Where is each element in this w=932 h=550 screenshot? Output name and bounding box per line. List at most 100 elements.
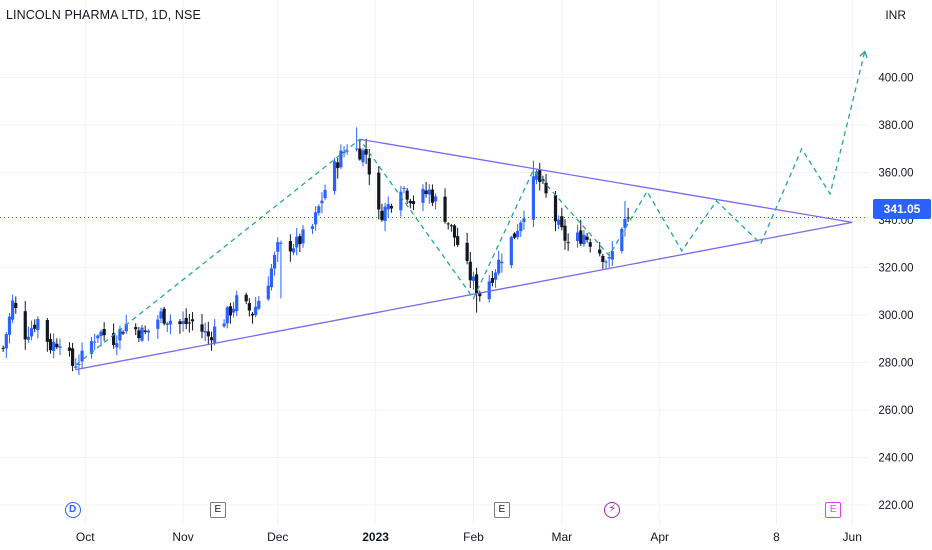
candle-body <box>295 236 299 248</box>
candle-body <box>421 188 425 203</box>
candle-body <box>89 341 94 355</box>
y-tick-label: 220.00 <box>878 500 913 512</box>
candle-body <box>165 323 169 326</box>
y-tick-label: 400.00 <box>878 73 913 85</box>
candle-body <box>222 323 226 327</box>
candle-body <box>231 308 236 313</box>
candle-body <box>487 281 491 300</box>
candle-body <box>187 322 191 324</box>
candle-body <box>355 148 359 150</box>
candle-body <box>579 230 583 244</box>
candle-body <box>288 241 292 252</box>
y-tick-label: 360.00 <box>878 168 913 180</box>
candle-body <box>497 259 501 274</box>
candle-body <box>317 206 321 214</box>
candle-body <box>102 328 106 336</box>
event-marker-earnings-1[interactable]: E <box>209 502 226 518</box>
event-marker-earnings-future[interactable]: E <box>825 502 842 518</box>
candle-body <box>23 311 27 340</box>
candle-body <box>490 277 494 283</box>
candle-body <box>408 200 412 204</box>
lightning-icon: ⚡ <box>608 503 617 515</box>
candle-body <box>1 347 5 349</box>
event-marker-split[interactable]: ⚡ <box>604 502 621 518</box>
candle-body <box>26 336 31 340</box>
candle-body <box>402 188 406 190</box>
candle-body <box>399 191 403 211</box>
event-marker-dividend[interactable]: D <box>64 502 81 518</box>
candle-body <box>74 366 78 368</box>
candle-body <box>80 350 84 362</box>
candle-body <box>137 330 141 339</box>
y-tick-label: 260.00 <box>878 405 913 417</box>
candle-body <box>332 161 337 192</box>
candle-body <box>203 330 207 333</box>
dividend-icon: D <box>68 504 77 515</box>
candle-body <box>516 230 520 238</box>
candle-body <box>254 306 258 316</box>
candle-body <box>156 319 160 329</box>
candle-body <box>519 222 523 232</box>
candle-body <box>67 347 72 351</box>
candle-body <box>604 261 608 263</box>
candle-body <box>77 363 81 365</box>
candle-body <box>582 234 586 245</box>
candle-body <box>427 189 431 195</box>
candle-body <box>468 261 472 281</box>
candle-body <box>598 249 602 254</box>
candle-body <box>531 176 536 220</box>
candle-body <box>534 171 539 180</box>
candle-body <box>522 218 526 223</box>
projection-path <box>75 51 866 366</box>
candle-body <box>478 292 482 297</box>
candle-body <box>14 302 18 308</box>
candle-body <box>213 326 217 343</box>
candle-body <box>364 149 368 155</box>
candle-body <box>493 272 498 280</box>
candle-body <box>124 323 128 332</box>
candle-body <box>7 316 12 335</box>
candle-body <box>96 335 100 339</box>
y-tick-label: 320.00 <box>878 263 913 275</box>
candle-body <box>257 300 261 309</box>
candle-body <box>576 232 580 241</box>
candle-body <box>361 150 365 163</box>
candle-body <box>607 257 611 259</box>
candle-body <box>465 242 469 261</box>
trendline-upper <box>359 138 853 224</box>
candle-body <box>443 196 447 222</box>
candle-body <box>36 318 40 331</box>
candle-body <box>345 150 349 152</box>
candle-body <box>380 210 384 221</box>
candle-body <box>11 300 15 320</box>
price-axis[interactable]: 220.00240.00260.00280.00300.00320.00340.… <box>878 73 913 513</box>
candle-body <box>336 162 340 169</box>
candle-body <box>588 242 592 247</box>
candle-body <box>585 236 589 240</box>
event-marker-earnings-2[interactable]: E <box>493 502 510 518</box>
candlestick-series <box>1 127 630 375</box>
candle-body <box>298 236 302 245</box>
currency-label: INR <box>885 8 906 22</box>
candle-body <box>623 218 627 228</box>
candle-body <box>58 346 62 348</box>
candle-body <box>626 217 630 219</box>
candle-body <box>610 251 614 260</box>
candle-body <box>93 341 97 343</box>
candle-body <box>140 327 144 341</box>
candle-body <box>544 182 548 194</box>
candle-body <box>162 308 166 324</box>
candle-body <box>411 201 416 205</box>
time-axis[interactable]: Oct Nov Dec 2023 Feb Mar Apr 8 Jun <box>76 530 862 544</box>
candle-body <box>291 248 296 253</box>
y-tick-label: 240.00 <box>878 453 913 465</box>
earnings-icon: E <box>498 504 506 515</box>
candle-body <box>320 200 324 204</box>
x-tick-label: 2023 <box>362 530 389 544</box>
triangle-trendlines <box>75 138 853 371</box>
candle-body <box>181 321 185 325</box>
projection-arrowhead <box>859 50 868 59</box>
x-tick-label: Nov <box>172 530 193 544</box>
trendline-lower <box>75 221 853 371</box>
